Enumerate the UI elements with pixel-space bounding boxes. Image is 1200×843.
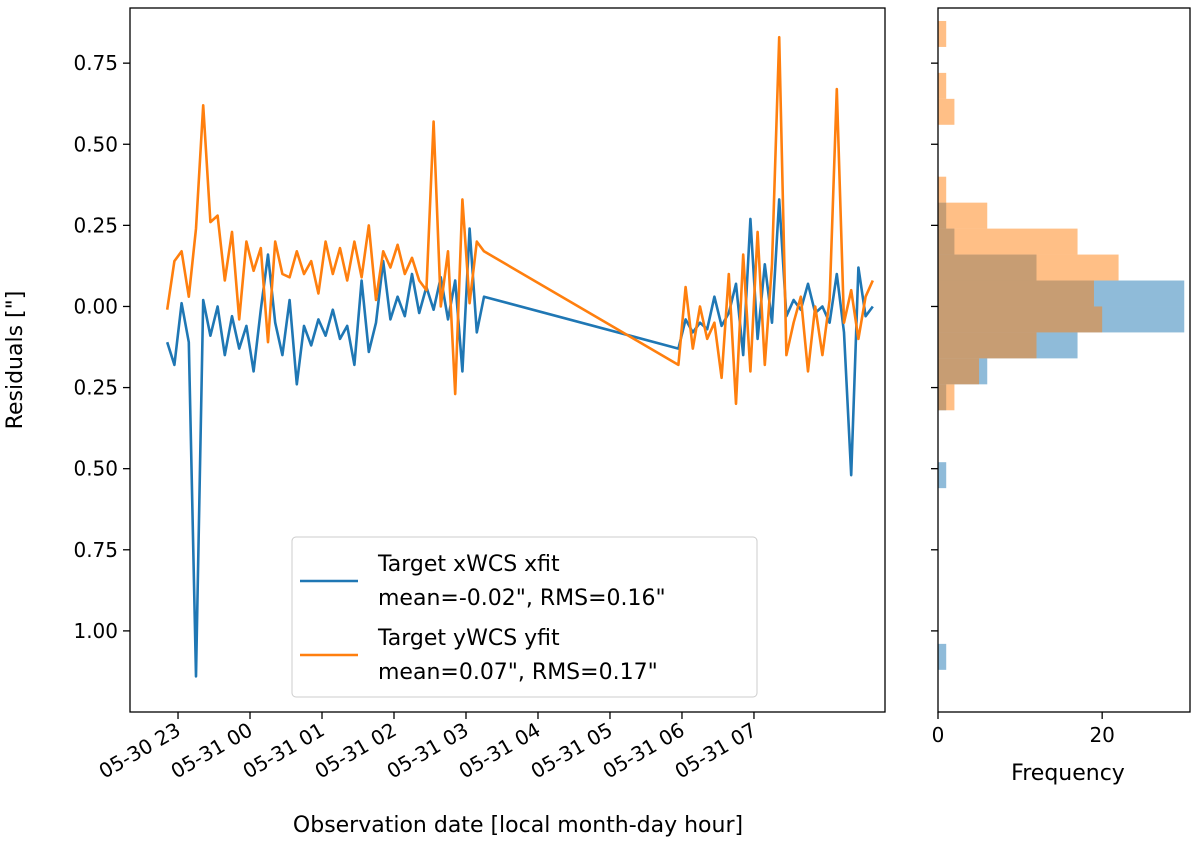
hist-bar: [938, 358, 980, 385]
y-tick-label: 0.50: [73, 457, 118, 481]
plot-frame: [129, 7, 886, 713]
x-tick-label: 05-31 07: [671, 718, 761, 784]
hist-bar: [938, 306, 1103, 333]
x-tick-label: 05-31 05: [527, 718, 617, 784]
y-tick-label: 0.25: [73, 376, 118, 400]
hist-bar: [938, 176, 947, 203]
x-tick-label: 05-31 01: [239, 718, 329, 784]
hist-bar: [938, 643, 947, 670]
data-line: [165, 35, 874, 406]
x-tick-label: 05-31 02: [311, 718, 401, 784]
legend-stats: mean=0.07", RMS=0.17": [378, 660, 658, 685]
y-tick-label: 0.25: [73, 213, 118, 237]
x-tick-label: 05-31 04: [455, 718, 545, 784]
y-tick-label: 0.75: [73, 51, 118, 75]
x-tick-label: 05-31 00: [167, 718, 257, 784]
hist-bar: [938, 254, 1119, 281]
x-tick-label: 05-30 23: [95, 718, 185, 784]
legend-stats: mean=-0.02", RMS=0.16": [378, 586, 666, 611]
legend-label: Target xWCS xfit: [377, 552, 560, 577]
hist-bar: [938, 202, 988, 229]
y-tick-label: 0.75: [73, 538, 118, 562]
x-tick-label: 0: [932, 723, 945, 747]
x-tick-label: 05-31 03: [383, 718, 473, 784]
hist-bar: [938, 462, 947, 489]
x-tick-label: 20: [1089, 723, 1114, 747]
x-axis-label: Observation date [local month-day hour]: [293, 813, 743, 838]
hist-x-label: Frequency: [1011, 761, 1125, 786]
y-axis-label: Residuals ["]: [3, 291, 28, 430]
hist-bar: [938, 280, 1094, 307]
legend: Target xWCS xfit mean=-0.02", RMS=0.16" Ta…: [291, 536, 758, 698]
legend-box: [291, 536, 758, 698]
hist-bar: [938, 332, 1037, 359]
hist-bar: [938, 228, 1078, 255]
y-tick-label: 1.00: [73, 619, 118, 643]
x-tick-label: 05-31 06: [599, 718, 689, 784]
y-tick-label: 0.50: [73, 132, 118, 156]
hist-bar: [938, 20, 947, 47]
hist-bar: [938, 384, 955, 411]
legend-label: Target yWCS yfit: [377, 626, 560, 651]
y-tick-label: 0.00: [73, 294, 118, 318]
hist-bar: [938, 98, 955, 125]
plot-frame: [937, 7, 1191, 713]
hist-bar: [938, 72, 947, 99]
